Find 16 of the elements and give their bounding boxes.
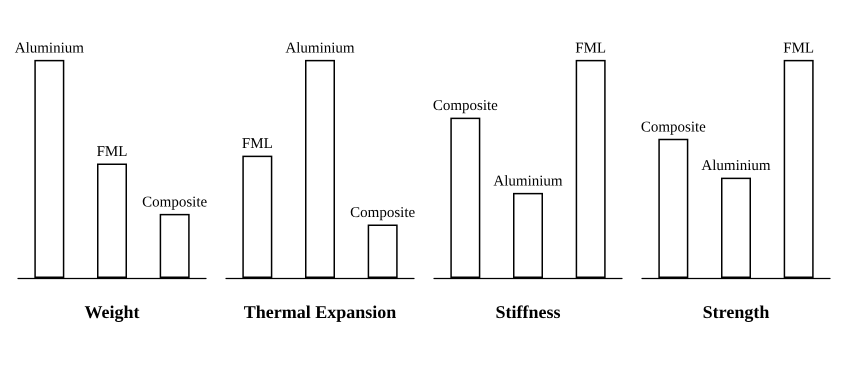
series-label: FML xyxy=(242,136,273,152)
series-label: Aluminium xyxy=(493,173,563,190)
x-axis-title: Thermal Expansion xyxy=(244,302,396,322)
series-label: Composite xyxy=(432,98,498,114)
series-label: FML xyxy=(783,40,814,56)
series-label: Aluminium xyxy=(285,40,355,56)
series-label: Composite xyxy=(142,194,208,210)
x-axis-title: Weight xyxy=(84,302,140,322)
series-label: Composite xyxy=(350,205,416,222)
x-axis-title: Stiffness xyxy=(495,302,561,322)
series-label: Aluminium xyxy=(701,158,771,174)
series-label: Composite xyxy=(640,119,706,136)
x-axis-title: Strength xyxy=(702,302,770,322)
series-label: Aluminium xyxy=(14,40,84,56)
series-label: FML xyxy=(96,144,128,160)
series-label: FML xyxy=(575,40,606,56)
